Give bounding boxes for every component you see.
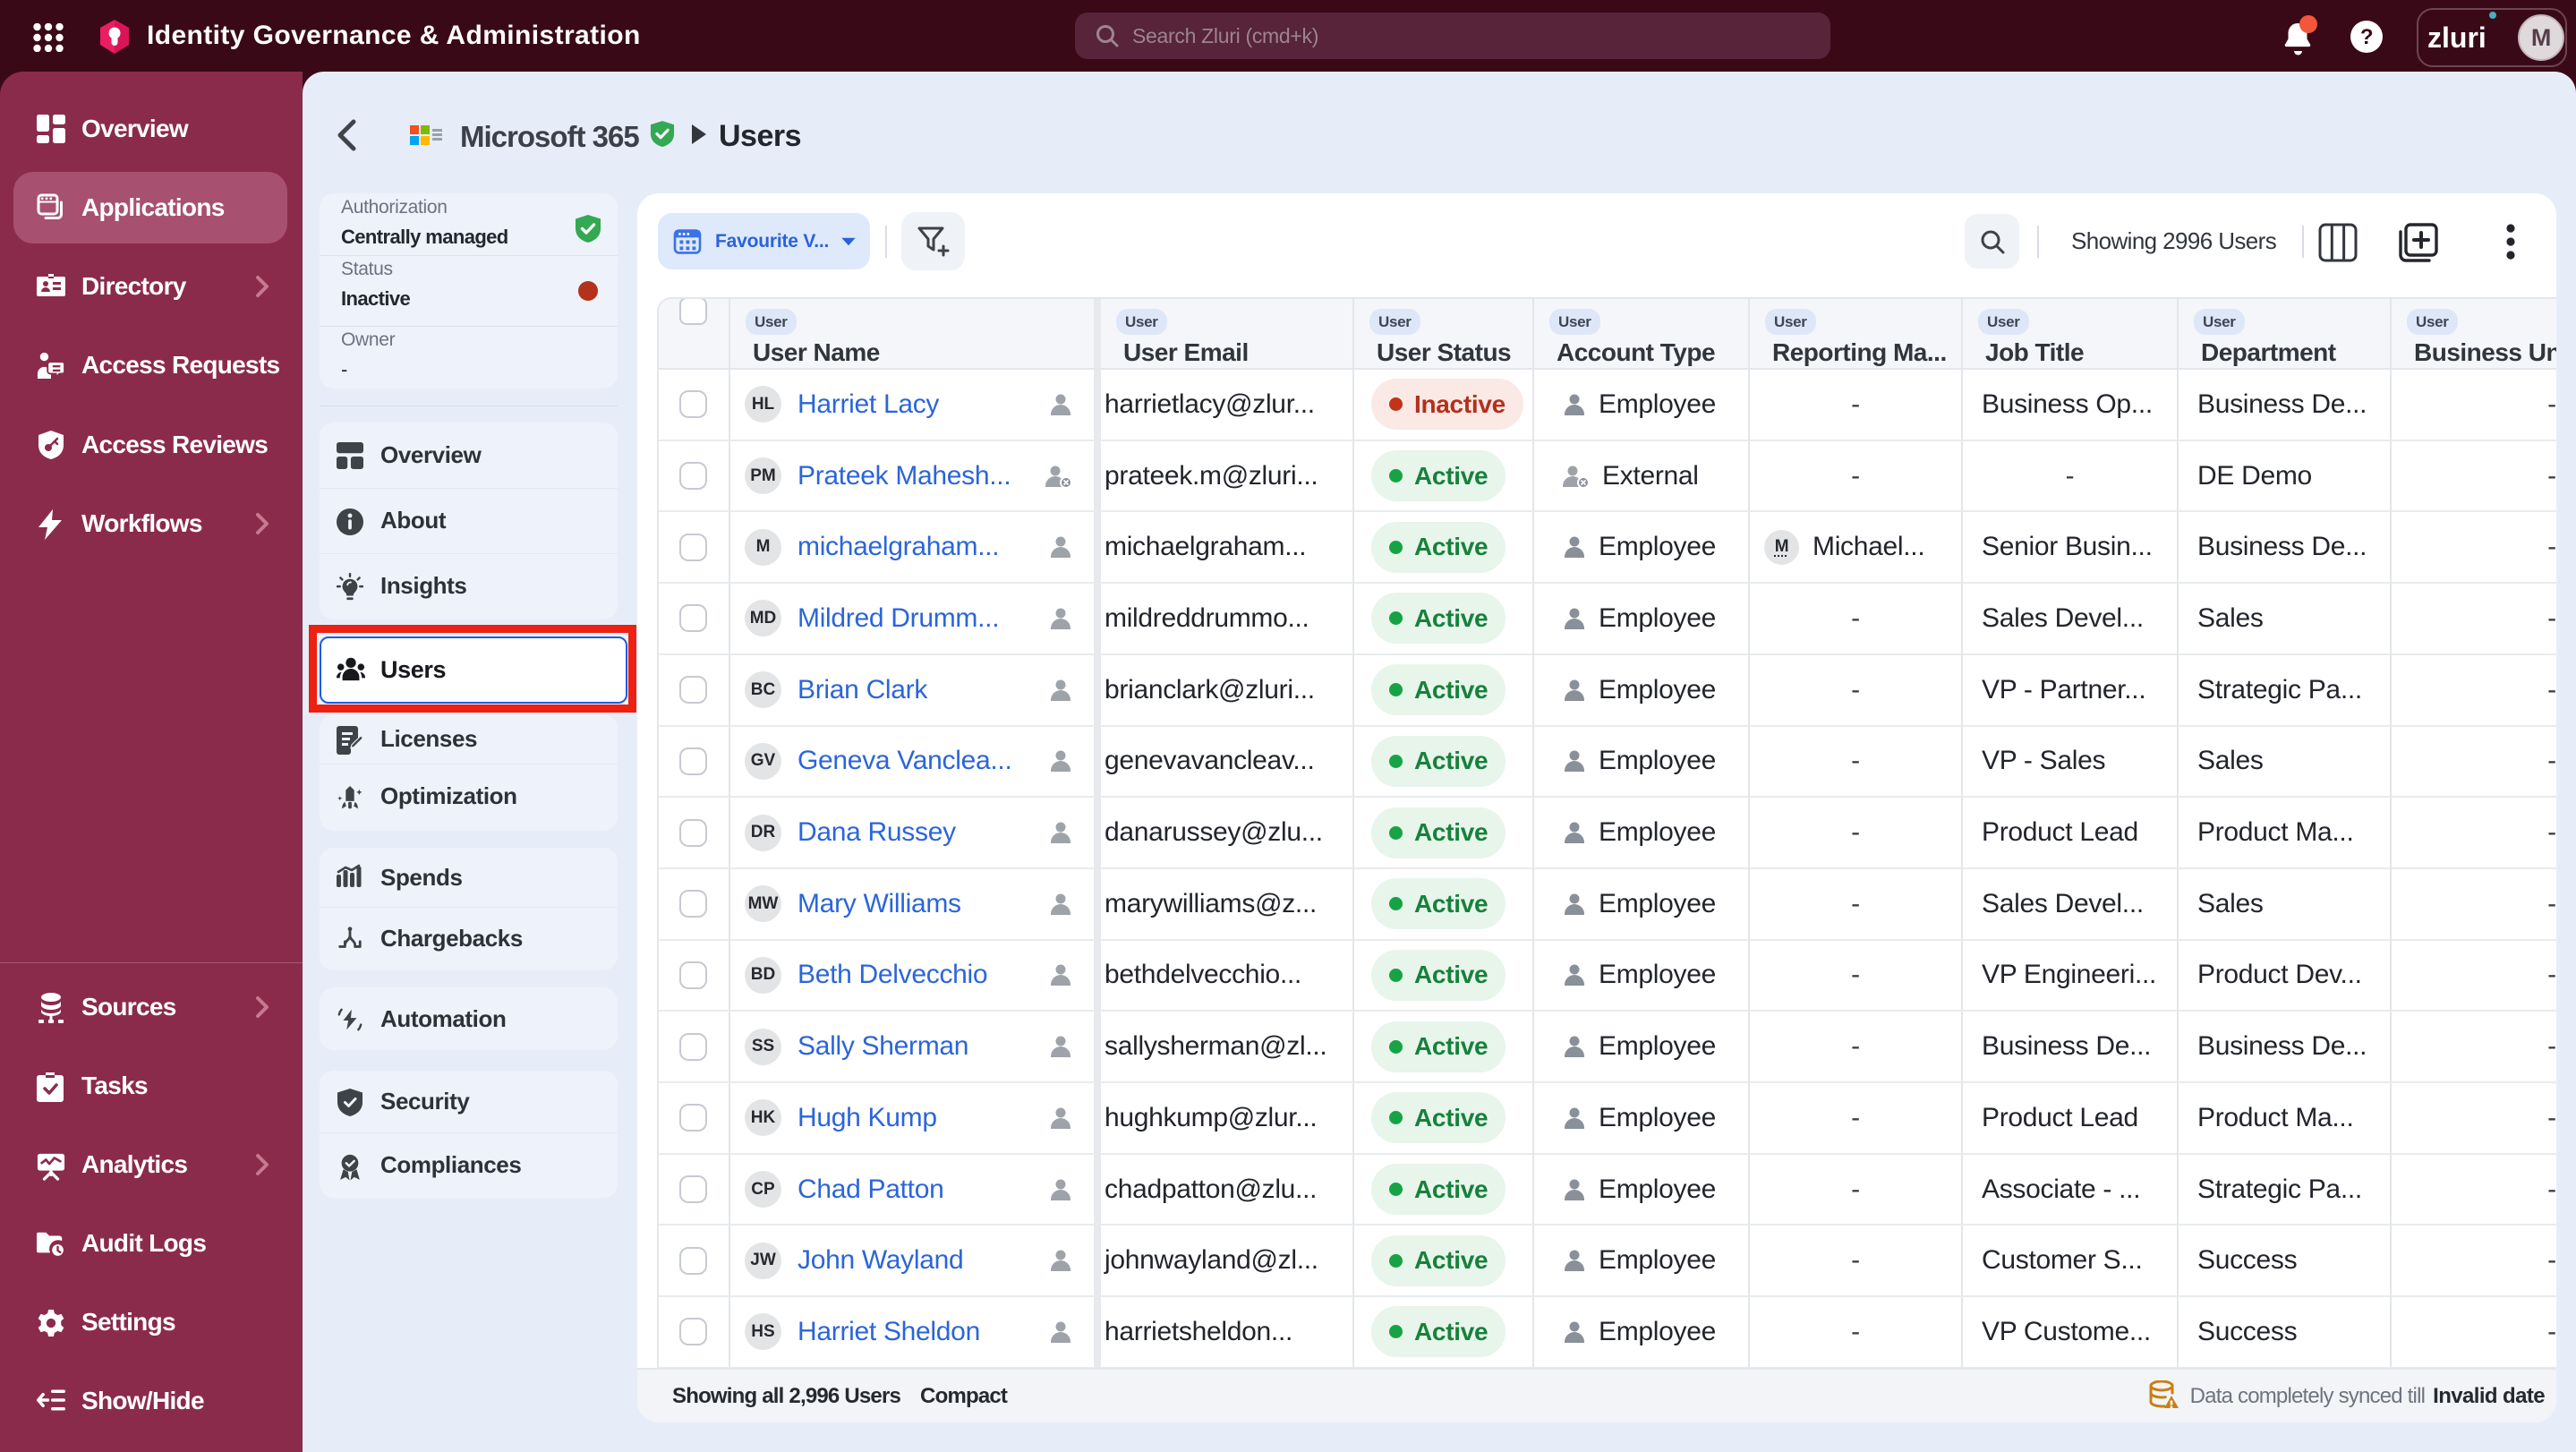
svg-text:?: ?: [2360, 25, 2373, 49]
